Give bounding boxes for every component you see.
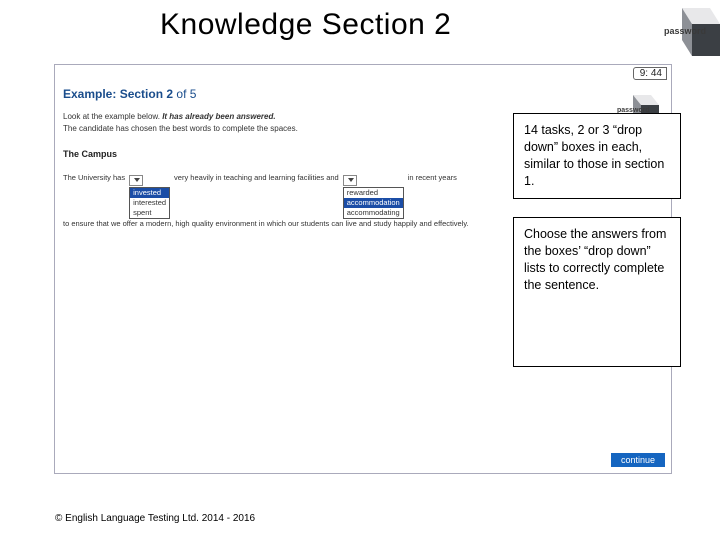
dropdown-1-option[interactable]: interested (130, 198, 169, 208)
dropdown-2-selected[interactable] (343, 175, 357, 186)
dropdown-2[interactable]: rewarded accommodation accommodating (343, 173, 404, 219)
example-prefix: Example: Section (63, 87, 166, 101)
copyright: © English Language Testing Ltd. 2014 - 2… (55, 513, 255, 524)
dropdown-2-option[interactable]: accommodating (344, 208, 403, 218)
example-heading: Example: Section 2 of 5 (63, 87, 196, 101)
sentence-end: in recent years (408, 173, 457, 182)
example-of: of (173, 87, 190, 101)
dropdown-1-option[interactable]: invested (130, 188, 169, 198)
dropdown-1-selected[interactable] (129, 175, 143, 186)
annotation-box-1: 14 tasks, 2 or 3 “drop down” boxes in ea… (513, 113, 681, 199)
app-window: password 9: 44 Example: Section 2 of 5 L… (54, 64, 672, 474)
sentence-part1: The University has (63, 173, 125, 182)
timer: 9: 44 (633, 67, 667, 80)
timer-value: 9: 44 (633, 67, 667, 80)
instruction-2: The candidate has chosen the best words … (63, 124, 298, 133)
chevron-down-icon (134, 178, 140, 182)
cloze-sentence: The University has invested interested s… (63, 173, 457, 219)
dropdown-2-option[interactable]: accommodation (344, 198, 403, 208)
sentence-mid: very heavily in teaching and learning fa… (174, 173, 339, 182)
dropdown-2-list[interactable]: rewarded accommodation accommodating (343, 187, 404, 219)
continue-button[interactable]: continue (611, 453, 665, 467)
page-title: Knowledge Section 2 (160, 8, 451, 42)
sentence-line2: to ensure that we offer a modern, high q… (63, 219, 469, 228)
password-logo: password (658, 4, 720, 56)
dropdown-1-list[interactable]: invested interested spent (129, 187, 170, 219)
dropdown-1[interactable]: invested interested spent (129, 173, 170, 219)
passage-heading: The Campus (63, 149, 117, 159)
instruction-1b: It has already been answered. (162, 112, 275, 121)
example-total: 5 (190, 87, 197, 101)
instructions: Look at the example below. It has alread… (63, 111, 423, 135)
dropdown-2-option[interactable]: rewarded (344, 188, 403, 198)
logo-text: password (664, 26, 706, 36)
instruction-1a: Look at the example below. (63, 112, 162, 121)
dropdown-1-option[interactable]: spent (130, 208, 169, 218)
chevron-down-icon (348, 178, 354, 182)
annotation-box-2: Choose the answers from the boxes’ “drop… (513, 217, 681, 367)
